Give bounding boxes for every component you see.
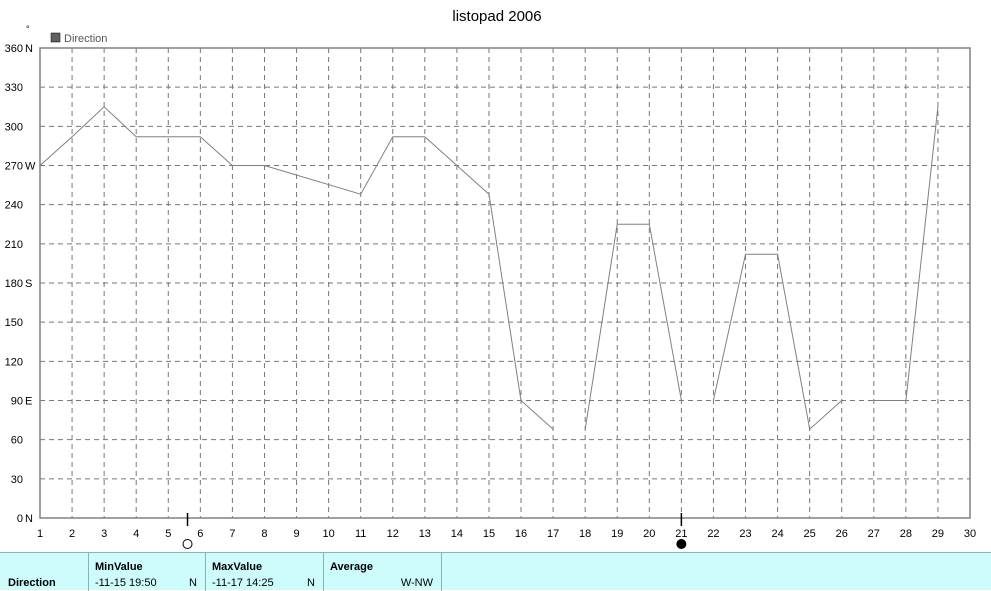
x-tick-label: 10: [322, 528, 334, 540]
stats-table: Direction MinValue -11-15 19:50 N MaxVal…: [0, 552, 991, 591]
stats-row-label-cell: Direction: [0, 553, 89, 591]
y-tick-label: 0: [17, 513, 23, 525]
x-tick-label: 17: [547, 528, 559, 540]
y-tick-direction: E: [25, 396, 32, 408]
grid: [40, 48, 970, 518]
x-tick-label: 15: [483, 528, 495, 540]
x-tick-label: 9: [293, 528, 299, 540]
x-tick-label: 20: [643, 528, 655, 540]
legend-label-direction: Direction: [64, 33, 107, 45]
y-tick-label: 90: [11, 396, 23, 408]
average-value: W-NW: [400, 577, 433, 589]
y-tick-label: 270: [5, 161, 23, 173]
full-moon-icon: [182, 539, 193, 549]
x-tick-label: 30: [964, 528, 976, 540]
x-tick-label: 27: [868, 528, 880, 540]
y-tick-label: 150: [5, 317, 23, 329]
y-unit-symbol: °: [26, 24, 30, 34]
y-tick-direction: N: [25, 43, 33, 55]
x-tick-label: 24: [771, 528, 783, 540]
x-tick-label: 8: [261, 528, 267, 540]
max-value-header: MaxValue: [212, 561, 263, 573]
x-tick-label: 25: [804, 528, 816, 540]
moon-phase-markers: [182, 513, 687, 549]
y-tick-label: 240: [5, 200, 23, 212]
y-tick-label: 300: [5, 121, 23, 133]
legend-swatch-direction: [50, 32, 61, 43]
min-value-header: MinValue: [95, 561, 143, 573]
x-tick-label: 2: [69, 528, 75, 540]
plot-frame: [39, 47, 971, 519]
series-line-segment: [39, 106, 554, 430]
x-tick-label: 14: [451, 528, 463, 540]
chart-title: listopad 2006: [452, 8, 541, 25]
y-tick-label: 360: [5, 43, 23, 55]
x-tick-label: 12: [387, 528, 399, 540]
new-moon-icon: [676, 539, 687, 549]
series-line-segment: [712, 253, 843, 431]
x-axis: 1 2 3 4 5 6 7 8 9 10 11 12 13 14 15 16 17 18 19 20 21 22 23 24 2…: [37, 528, 976, 540]
x-tick-label: 4: [133, 528, 139, 540]
x-tick-label: 28: [900, 528, 912, 540]
series-direction: [39, 106, 939, 431]
x-tick-label: 6: [197, 528, 203, 540]
x-tick-label: 3: [101, 528, 107, 540]
min-value-direction: N: [189, 577, 197, 589]
y-tick-label: 60: [11, 435, 23, 447]
stats-max-cell: MaxValue -11-17 14:25 N: [206, 553, 324, 591]
x-tick-label: 21: [675, 528, 687, 540]
x-tick-label: 11: [355, 528, 366, 540]
series-line-segment: [873, 106, 939, 401]
x-tick-label: 22: [707, 528, 719, 540]
y-tick-label: 180: [5, 278, 23, 290]
y-tick-label: 30: [11, 474, 23, 486]
y-tick-direction: N: [25, 513, 33, 525]
x-tick-label: 29: [932, 528, 944, 540]
y-tick-label: 120: [5, 356, 23, 368]
x-tick-label: 18: [579, 528, 591, 540]
min-value-date: -11-15 19:50: [95, 577, 157, 589]
y-tick-label: 210: [5, 239, 23, 251]
y-tick-direction: W: [25, 161, 36, 173]
max-value-date: -11-17 14:25: [212, 577, 274, 589]
legend: Direction: [50, 32, 107, 45]
stats-min-cell: MinValue -11-15 19:50 N: [89, 553, 206, 591]
x-tick-label: 5: [165, 528, 171, 540]
x-tick-label: 1: [37, 528, 43, 540]
x-tick-label: 13: [419, 528, 431, 540]
max-value-direction: N: [307, 577, 315, 589]
x-tick-label: 26: [836, 528, 848, 540]
x-tick-label: 19: [611, 528, 623, 540]
series-line-segment: [584, 223, 682, 430]
x-tick-label: 16: [515, 528, 527, 540]
x-tick-label: 23: [739, 528, 751, 540]
x-tick-label: 7: [229, 528, 235, 540]
average-header: Average: [330, 561, 374, 573]
y-tick-direction: S: [25, 278, 32, 290]
stats-average-cell: Average W-NW: [324, 553, 442, 591]
y-tick-label: 330: [5, 82, 23, 94]
stats-row-label: Direction: [8, 577, 56, 589]
